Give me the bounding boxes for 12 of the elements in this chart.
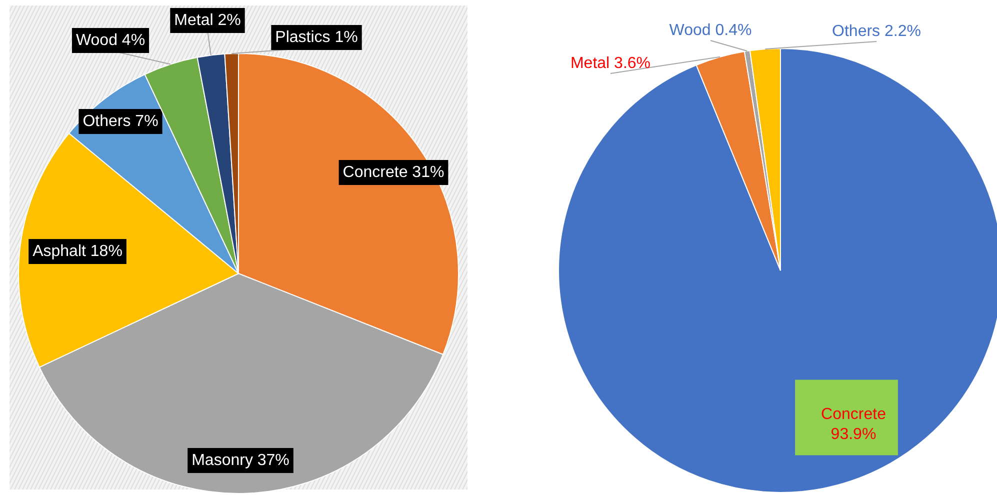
slice-label: Others 2.2% xyxy=(832,23,921,40)
slice-label: Asphalt 18% xyxy=(32,243,122,260)
slice-label: Wood 0.4% xyxy=(669,22,752,39)
slice-label: Masonry 37% xyxy=(192,452,290,469)
slice-label: Metal 2% xyxy=(174,12,241,29)
slice-label: Concrete 31% xyxy=(342,164,444,181)
slice-label: Plastics 1% xyxy=(275,29,358,46)
slice-label: Others 7% xyxy=(82,113,158,130)
slice-label: Metal 3.6% xyxy=(570,55,651,72)
data-label: 93.9% xyxy=(830,426,876,444)
slice-label: Concrete xyxy=(821,406,886,423)
slice-label: Wood 4% xyxy=(76,32,146,49)
